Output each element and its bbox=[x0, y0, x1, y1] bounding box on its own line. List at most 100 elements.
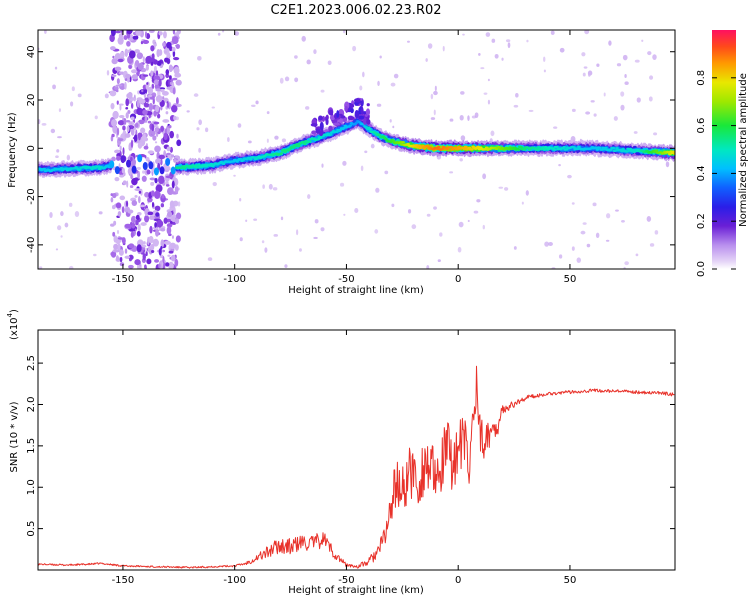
spectrogram-noise-cell bbox=[498, 186, 504, 189]
spectrogram-band-cell bbox=[130, 139, 134, 149]
spectrogram-noise-cell bbox=[467, 219, 470, 223]
spectrogram-noise-cell bbox=[106, 70, 110, 76]
spectrogram-noise-cell bbox=[313, 236, 318, 239]
spectrogram-noise-cell bbox=[646, 216, 652, 222]
snr-panel: -150 -100 -50 0 50 0.5 1.0 1.5 2.0 2.5 Height of … bbox=[6, 309, 676, 596]
snr-x-tick-label: 50 bbox=[564, 575, 577, 586]
spectrogram-band-cell bbox=[134, 49, 140, 54]
spectrogram-ridge-cell bbox=[389, 140, 393, 144]
spectrogram-band-cell bbox=[160, 88, 165, 93]
spectrogram-band-cell bbox=[170, 216, 177, 222]
spectrogram-band-cell bbox=[112, 55, 115, 59]
spectrogram-band-cell bbox=[154, 177, 158, 184]
spectrogram-band-cell bbox=[150, 190, 155, 197]
spectrogram-band-cell bbox=[117, 210, 122, 217]
spectrogram-band-cell bbox=[115, 255, 119, 261]
spectrogram-noise-cell bbox=[193, 93, 199, 97]
spectrogram-noise-cell bbox=[41, 123, 47, 126]
spectrogram-ridge-cell bbox=[516, 148, 521, 151]
spectrogram-noise-cell bbox=[583, 66, 588, 69]
spectrogram-noise-cell bbox=[307, 194, 311, 199]
spectrogram-band-cell bbox=[143, 241, 146, 245]
spectrogram-noise-cell bbox=[433, 206, 437, 210]
spectrogram-ridge-cell bbox=[668, 153, 672, 156]
spectrogram-ridge-cell bbox=[519, 146, 523, 149]
spectrogram-band-cell bbox=[144, 191, 150, 198]
figure-title: C2E1.2023.006.02.23.R02 bbox=[270, 3, 441, 18]
spectrogram-ridge-cell bbox=[42, 167, 46, 171]
spectrogram-fragment bbox=[114, 166, 120, 175]
spectrogram-band-cell bbox=[163, 262, 166, 269]
spectrogram-blob bbox=[362, 117, 367, 125]
spectrogram-band-cell bbox=[153, 79, 159, 85]
spectrogram-band-cell bbox=[163, 119, 169, 123]
spectrogram-band-cell bbox=[117, 58, 124, 63]
spectrogram-blob bbox=[311, 130, 317, 135]
spectrogram-ridge-cell bbox=[615, 147, 619, 150]
spectrogram-band-cell bbox=[134, 188, 142, 192]
spectrogram-noise-cell bbox=[544, 241, 550, 247]
spectrogram-band-cell bbox=[166, 102, 170, 108]
spectrogram-band-cell bbox=[171, 36, 179, 45]
spectrogram-noise-cell bbox=[467, 115, 470, 121]
spectrogram-band-cell bbox=[169, 146, 173, 153]
spectrogram-blob bbox=[328, 109, 334, 116]
colorbar-tick-label: 0.4 bbox=[696, 165, 707, 181]
spectrogram-ridge-cell bbox=[279, 152, 284, 155]
spectrogram-ridge-cell bbox=[316, 138, 321, 141]
spectrogram-band-cell bbox=[166, 226, 172, 235]
spectrogram-noise-cell bbox=[239, 237, 243, 242]
spectrogram-noise-cell bbox=[621, 220, 625, 223]
spectrogram-band-cell bbox=[110, 46, 116, 51]
spectrogram-noise-cell bbox=[528, 109, 534, 112]
spectrogram-ridge-cell bbox=[562, 145, 566, 149]
spectrogram-noise-cell bbox=[457, 246, 462, 253]
spectrogram-band-cell bbox=[150, 45, 155, 52]
spectrogram-noise-cell bbox=[370, 143, 375, 149]
spectrogram-ridge-cell bbox=[248, 158, 253, 161]
spectrogram-fragment bbox=[126, 159, 132, 168]
spectrogram-noise-cell bbox=[38, 119, 41, 125]
spectrogram-band-cell bbox=[128, 243, 135, 249]
spectrogram-noise-cell bbox=[272, 187, 278, 191]
spectrogram-noise-cell bbox=[71, 86, 75, 92]
spectrogram-noise-cell bbox=[592, 202, 597, 207]
spectrogram-noise-cell bbox=[543, 56, 546, 62]
spectrogram-band-cell bbox=[166, 126, 170, 135]
spectrogram-noise-cell bbox=[585, 111, 591, 115]
spectrogram-band-cell bbox=[129, 185, 134, 189]
spectrogram-noise-cell bbox=[157, 90, 161, 97]
spectrogram-band-cell bbox=[145, 65, 149, 71]
spectrogram-band-cell bbox=[156, 219, 164, 228]
spectrogram-band-cell bbox=[124, 78, 128, 82]
spectrogram-band-cell bbox=[151, 123, 155, 132]
spectrogram-band-cell bbox=[169, 200, 175, 209]
spectrogram-band-cell bbox=[142, 39, 150, 45]
spectrogram-band-cell bbox=[126, 200, 129, 207]
spectrogram-noise-cell bbox=[620, 91, 625, 97]
spectrogram-band-cell bbox=[168, 75, 172, 80]
spectrogram-noise-cell bbox=[118, 103, 124, 106]
spectrogram-noise-cell bbox=[57, 225, 62, 231]
spectrogram-noise-cell bbox=[343, 213, 346, 216]
spectrogram-band-cell bbox=[164, 57, 169, 63]
spectrogram-band-cell bbox=[163, 217, 168, 224]
spectrogram-noise-cell bbox=[320, 227, 325, 232]
colorbar-gradient bbox=[712, 30, 736, 269]
spectrogram-band-cell bbox=[126, 125, 130, 132]
spectrogram-ridge-cell bbox=[291, 146, 296, 149]
spectrogram-ridge-cell bbox=[366, 126, 371, 129]
spectrogram-noise-cell bbox=[548, 241, 553, 246]
spectrogram-band-cell bbox=[140, 222, 147, 226]
spectrogram-band-cell bbox=[131, 74, 138, 80]
snr-y-tick-label: 2.5 bbox=[26, 355, 37, 371]
spectrogram-ridge-cell bbox=[296, 144, 301, 148]
spectrogram-noise-cell bbox=[606, 213, 611, 219]
spectrogram-noise-cell bbox=[280, 216, 284, 221]
spectrogram-band-cell bbox=[160, 125, 165, 132]
spectrogram-band-cell bbox=[157, 162, 161, 171]
spectrogram-ridge-cell bbox=[328, 133, 333, 136]
spectrogram-noise-cell bbox=[245, 219, 248, 223]
spectrogram-noise-cell bbox=[212, 182, 217, 187]
snr-axes: -150 -100 -50 0 50 0.5 1.0 1.5 2.0 2.5 bbox=[26, 330, 675, 586]
